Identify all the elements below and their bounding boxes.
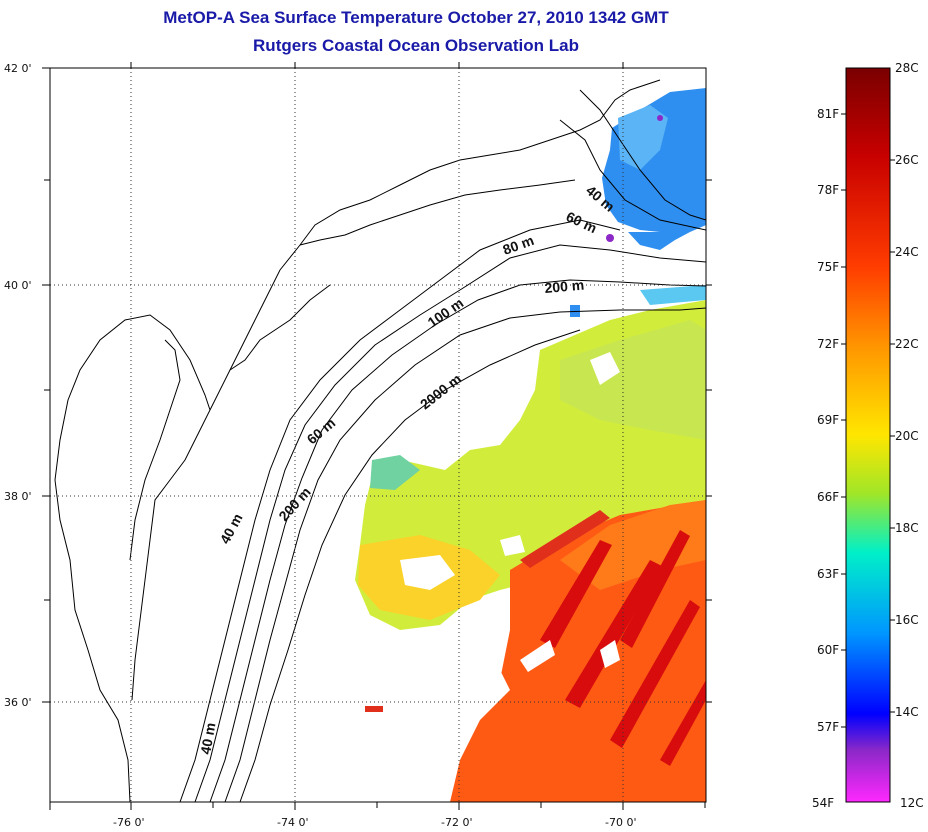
contour-label: 100 m: [425, 295, 467, 331]
colorbar-label-f: 81F: [817, 107, 840, 121]
coastline: [299, 179, 576, 246]
mid-water-region: [370, 455, 420, 490]
plot-frame: [49, 67, 707, 803]
bay-shore: [129, 339, 181, 561]
bathymetry-contour: [579, 89, 706, 221]
colorbar-label-f: 72F: [817, 337, 840, 351]
sst-data-layer: [355, 88, 706, 802]
mid-water-region: [560, 320, 706, 440]
bathymetry-contour: [209, 279, 706, 802]
bathymetry-contour: [224, 307, 706, 802]
map-subtitle: Rutgers Coastal Ocean Observation Lab: [253, 36, 579, 55]
warm-water-spot: [365, 706, 383, 712]
colorbar-label-c: 18C: [895, 521, 919, 535]
colorbar-label-c: 22C: [895, 337, 919, 351]
contour-label: 40 m: [197, 721, 218, 755]
coastline: [209, 79, 661, 411]
hot-water-streak: [610, 600, 700, 748]
contour-label: 40 m: [217, 511, 246, 547]
data-gap: [400, 555, 455, 590]
colorbar-label-f: 57F: [817, 720, 840, 734]
data-gap: [470, 670, 510, 720]
lon-label: -72 0': [441, 816, 473, 829]
colorbar-label-f: 78F: [817, 183, 840, 197]
lon-label: -74 0': [277, 816, 309, 829]
colorbar-label-c: 16C: [895, 613, 919, 627]
lat-label: 40 0': [4, 279, 32, 292]
lat-label: 42 0': [4, 62, 32, 75]
colorbar-label-c: 24C: [895, 245, 919, 259]
lon-label: -76 0': [113, 816, 145, 829]
contour-label: 80 m: [501, 232, 536, 258]
bathymetry-contour: [239, 329, 581, 802]
colorbar-label-f: 75F: [817, 260, 840, 274]
colorbar-label-f: 66F: [817, 490, 840, 504]
colorbar-label-f: 60F: [817, 643, 840, 657]
hot-water-streak: [565, 560, 662, 708]
coastline: [54, 314, 211, 802]
colorbar-label-c: 20C: [895, 429, 919, 443]
colorbar-label-c: 28C: [895, 61, 919, 75]
lon-label: -70 0': [605, 816, 637, 829]
lon-labels: -76 0' -74 0' -72 0' -70 0': [113, 816, 637, 829]
colorbar-label-c: 12C: [900, 796, 924, 810]
coastline-layer: [54, 79, 706, 802]
hot-water-streak: [620, 530, 690, 648]
lat-label: 38 0': [4, 490, 32, 503]
bathymetry-contour: [179, 219, 621, 802]
hot-water-streak: [540, 540, 612, 648]
contour-label: 200 m: [275, 484, 313, 524]
bathymetry-contour: [559, 119, 706, 231]
front-band: [640, 285, 706, 305]
colorbar-label-f: 69F: [817, 413, 840, 427]
colorbar: [845, 67, 891, 803]
cold-water-spot: [606, 234, 614, 242]
colorbar-label-f: 54F: [812, 796, 835, 810]
axis-ticks: [42, 62, 712, 810]
bay-shore: [229, 284, 331, 371]
grid-lines: [50, 68, 706, 802]
colorbar-label-f: 63F: [817, 567, 840, 581]
bathymetry-contour: [194, 244, 706, 802]
colorbar-label-c: 26C: [895, 153, 919, 167]
data-gap: [500, 535, 525, 556]
contour-label: 2000 m: [417, 371, 464, 413]
lat-label: 36 0': [4, 696, 32, 709]
hot-water-streak: [520, 510, 610, 568]
colorbar-ticks: [841, 113, 895, 728]
data-gap: [600, 640, 620, 668]
data-gap: [520, 640, 555, 672]
contour-label: 200 m: [544, 277, 585, 296]
contour-label: 60 m: [564, 208, 600, 236]
lat-labels: 42 0' 40 0' 38 0' 36 0': [4, 62, 32, 709]
cold-water-spot: [657, 115, 663, 121]
data-gap: [590, 352, 620, 385]
cold-water-patch: [618, 105, 668, 170]
cold-water-patch: [628, 232, 690, 250]
map-title: MetOP-A Sea Surface Temperature October …: [163, 8, 669, 27]
colorbar-label-c: 14C: [895, 705, 919, 719]
